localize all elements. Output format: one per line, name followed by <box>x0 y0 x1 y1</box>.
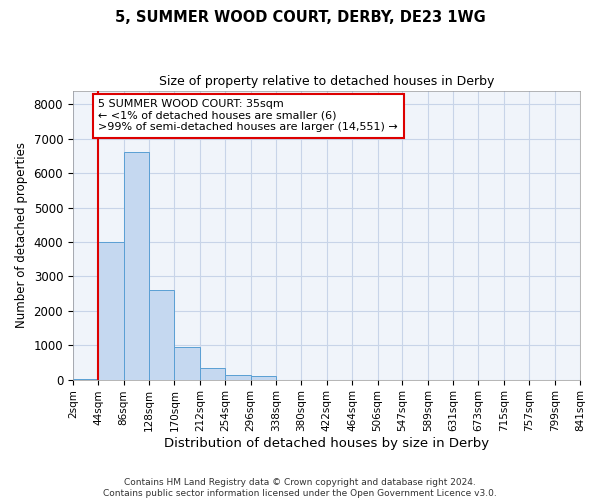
X-axis label: Distribution of detached houses by size in Derby: Distribution of detached houses by size … <box>164 437 489 450</box>
Bar <box>225 375 251 380</box>
Y-axis label: Number of detached properties: Number of detached properties <box>15 142 28 328</box>
Bar <box>124 152 149 380</box>
Text: 5, SUMMER WOOD COURT, DERBY, DE23 1WG: 5, SUMMER WOOD COURT, DERBY, DE23 1WG <box>115 10 485 25</box>
Bar <box>149 290 175 380</box>
Bar <box>251 376 276 380</box>
Bar <box>98 242 124 380</box>
Text: 5 SUMMER WOOD COURT: 35sqm
← <1% of detached houses are smaller (6)
>99% of semi: 5 SUMMER WOOD COURT: 35sqm ← <1% of deta… <box>98 99 398 132</box>
Bar <box>200 368 225 380</box>
Bar <box>175 347 200 380</box>
Text: Contains HM Land Registry data © Crown copyright and database right 2024.
Contai: Contains HM Land Registry data © Crown c… <box>103 478 497 498</box>
Title: Size of property relative to detached houses in Derby: Size of property relative to detached ho… <box>159 75 494 88</box>
